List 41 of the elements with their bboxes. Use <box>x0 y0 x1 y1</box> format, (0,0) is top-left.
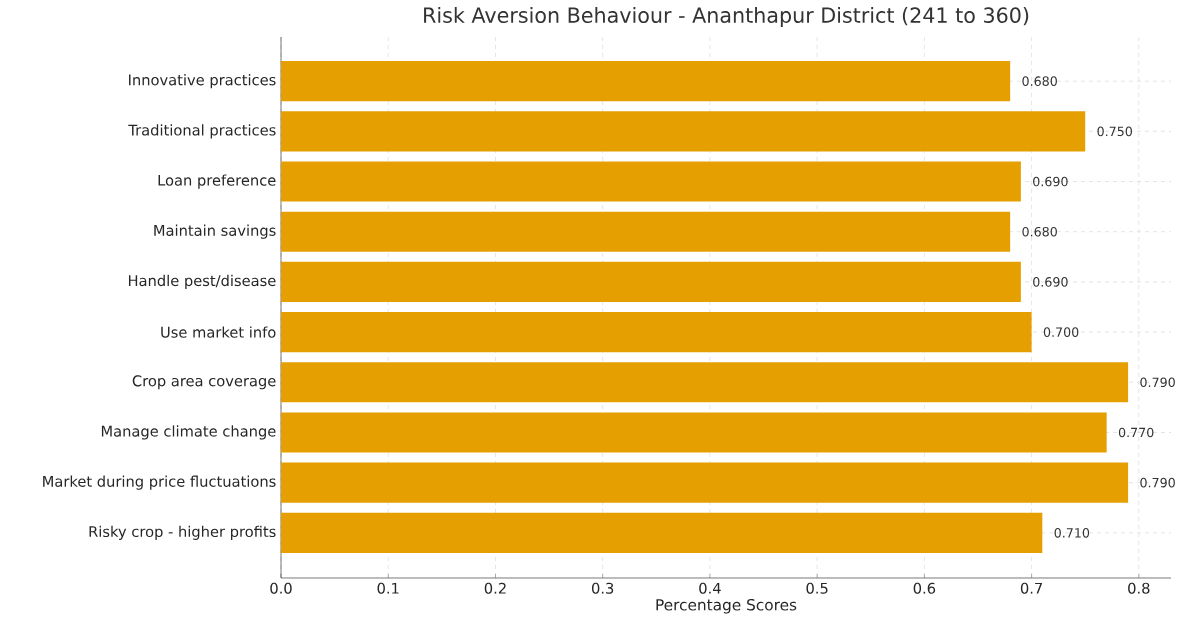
y-tick-label: Use market info <box>161 326 276 338</box>
y-tick-label: Traditional practices <box>128 124 276 139</box>
x-tick-label: 0.6 <box>913 582 936 594</box>
bar <box>281 261 1021 302</box>
bar <box>281 312 1032 353</box>
bar <box>281 61 1011 102</box>
y-tick-label: Manage climate change <box>101 425 276 440</box>
x-axis-title: Percentage Scores <box>656 598 797 614</box>
y-tick-label: Crop area coverage <box>132 375 276 390</box>
data-label: 0.770 <box>1118 427 1154 438</box>
bar <box>281 362 1129 403</box>
bar <box>281 111 1086 152</box>
data-label: 0.790 <box>1140 377 1175 388</box>
x-tick-label: 0.0 <box>270 582 292 594</box>
x-tick-label: 0.5 <box>806 582 828 594</box>
bar <box>281 161 1021 202</box>
y-tick-label: Maintain savings <box>154 224 276 239</box>
bar <box>281 412 1107 453</box>
y-tick-label: Market during price fluctuations <box>43 475 276 490</box>
data-label: 0.680 <box>1022 226 1057 237</box>
data-label: 0.690 <box>1033 176 1068 187</box>
bar <box>281 462 1129 503</box>
y-tick-label: Loan preference <box>158 174 276 189</box>
y-tick-label: Handle pest/disease <box>128 274 276 289</box>
x-tick-label: 0.3 <box>591 582 614 594</box>
data-label: 0.750 <box>1097 126 1132 137</box>
bar <box>281 512 1043 553</box>
bar <box>281 211 1011 252</box>
x-tick-label: 0.8 <box>1128 582 1150 594</box>
data-label: 0.710 <box>1054 528 1090 538</box>
y-tick-label: Innovative practices <box>129 74 276 89</box>
x-tick-label: 0.1 <box>377 582 399 594</box>
y-tick-label: Risky crop - higher profits <box>89 525 276 540</box>
data-label: 0.790 <box>1140 477 1175 488</box>
data-label: 0.680 <box>1022 76 1057 86</box>
x-tick-label: 0.4 <box>699 582 721 594</box>
data-label: 0.690 <box>1033 277 1068 287</box>
x-tick-label: 0.7 <box>1020 582 1042 594</box>
data-label: 0.700 <box>1043 327 1079 337</box>
x-tick-label: 0.2 <box>484 582 506 594</box>
chart-title: Risk Aversion Behaviour - Ananthapur District (241 to 360) <box>424 6 1029 27</box>
